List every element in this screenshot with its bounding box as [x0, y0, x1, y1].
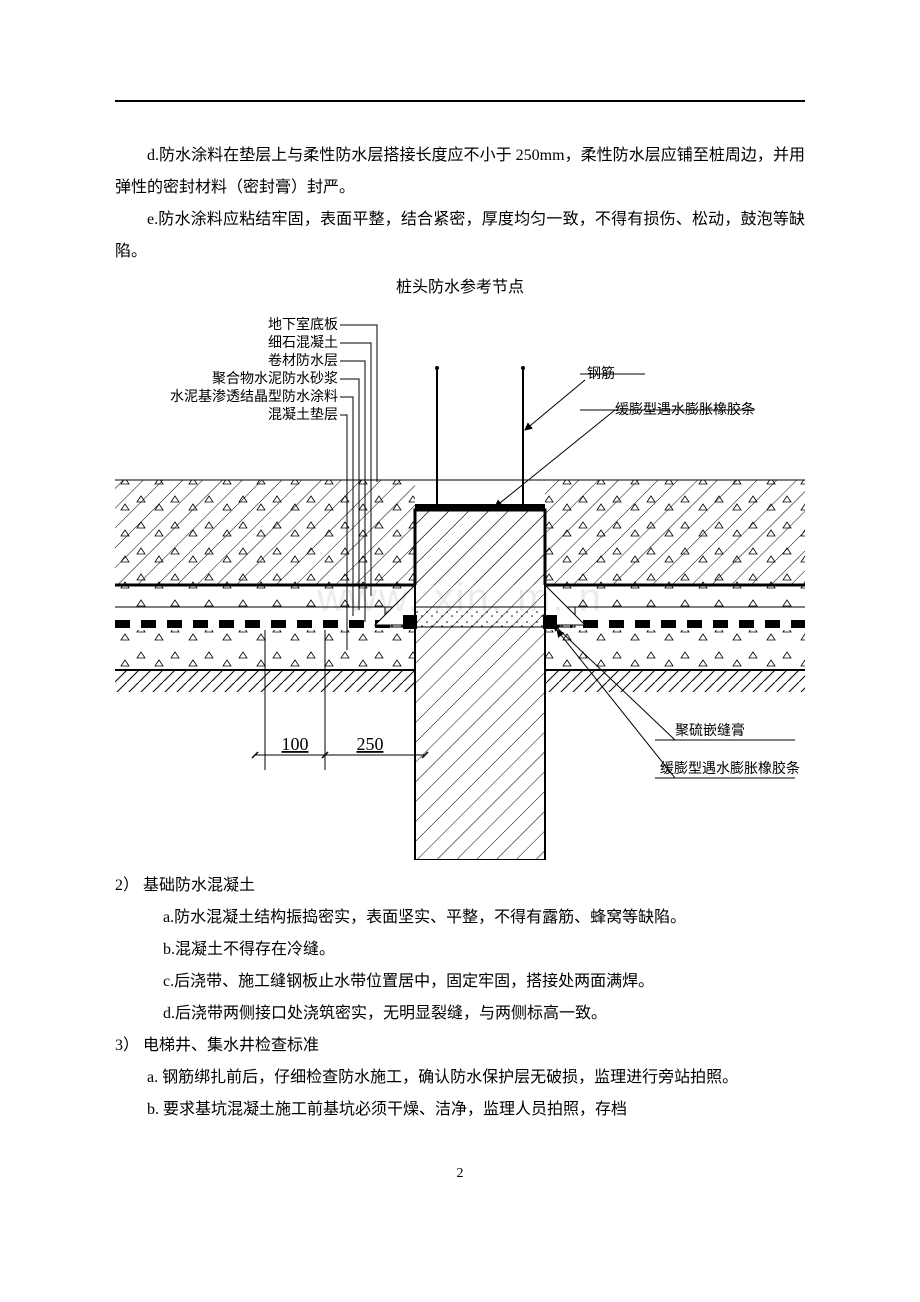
- label-swell-rod-2: 缓膨型遇水膨胀橡胶条: [660, 760, 800, 777]
- label-rebar: 钢筋: [587, 365, 615, 382]
- paragraph-e: e.防水涂料应粘结牢固，表面平整，结合紧密，厚度均匀一致，不得有损伤、松动，鼓泡…: [115, 204, 805, 268]
- label-polysulfide: 聚硫嵌缝膏: [675, 722, 745, 739]
- pile-head-diagram: 地下室底板 细石混凝土 卷材防水层 聚合物水泥防水砂浆 水泥基渗透结晶型防水涂料…: [115, 310, 805, 860]
- paragraph-d: d.防水涂料在垫层上与柔性防水层搭接长度应不小于 250mm，柔性防水层应铺至桩…: [115, 140, 805, 204]
- dim-100: 100: [282, 734, 309, 754]
- label-membrane: 卷材防水层: [268, 353, 338, 369]
- paragraph-3b: b. 要求基坑混凝土施工前基坑必须干燥、洁净，监理人员拍照，存档: [115, 1094, 805, 1126]
- paragraph-2d: d.后浇带两侧接口处浇筑密实，无明显裂缝，与两侧标高一致。: [115, 998, 805, 1030]
- label-fine-concrete: 细石混凝土: [268, 335, 338, 351]
- heading-3: 3） 电梯井、集水井检查标准: [115, 1030, 805, 1062]
- paragraph-3a: a. 钢筋绑扎前后，仔细检查防水施工，确认防水保护层无破损，监理进行旁站拍照。: [115, 1062, 805, 1094]
- paragraph-2b: b.混凝土不得存在冷缝。: [115, 934, 805, 966]
- document-page: d.防水涂料在垫层上与柔性防水层搭接长度应不小于 250mm，柔性防水层应铺至桩…: [0, 0, 920, 1242]
- heading-2: 2） 基础防水混凝土: [115, 870, 805, 902]
- label-basement-slab: 地下室底板: [268, 316, 338, 333]
- dim-250: 250: [357, 734, 384, 754]
- paragraph-2a: a.防水混凝土结构振捣密实，表面坚实、平整，不得有露筋、蜂窝等缺陷。: [115, 902, 805, 934]
- diagram-title: 桩头防水参考节点: [115, 272, 805, 304]
- label-bedding: 混凝土垫层: [268, 407, 338, 423]
- label-polymer-mortar: 聚合物水泥防水砂浆: [212, 371, 338, 387]
- page-number: 2: [115, 1166, 805, 1182]
- label-swell-rod-1: 缓膨型遇水膨胀橡胶条: [615, 401, 755, 418]
- top-rule: [115, 100, 805, 102]
- diagram-svg: 地下室底板 细石混凝土 卷材防水层 聚合物水泥防水砂浆 水泥基渗透结晶型防水涂料…: [115, 310, 805, 860]
- paragraph-2c: c.后浇带、施工缝钢板止水带位置居中，固定牢固，搭接处两面满焊。: [115, 966, 805, 998]
- label-crystalline: 水泥基渗透结晶型防水涂料: [170, 388, 338, 405]
